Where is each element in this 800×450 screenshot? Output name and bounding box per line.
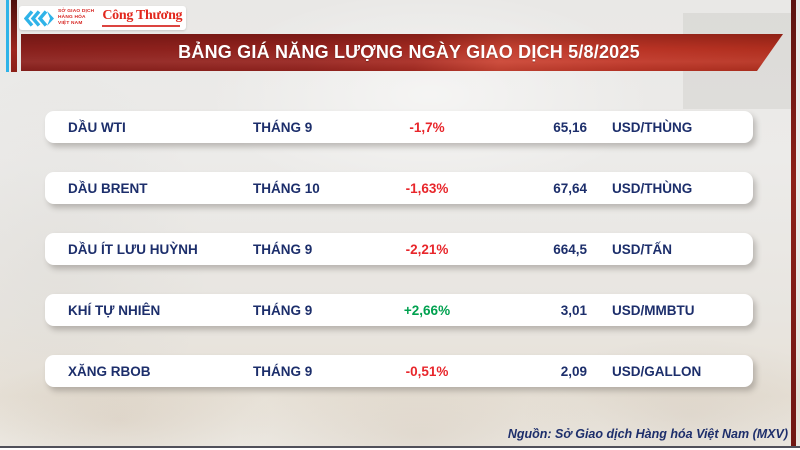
commodity-name: DẦU WTI [68,119,126,135]
mxv-chevrons-icon [24,9,54,27]
source-credit: Nguồn: Sở Giao dịch Hàng hóa Việt Nam (M… [507,427,788,441]
table-row: DẦU BRENT THÁNG 10 -1,63% 67,64 USD/THÙN… [45,172,753,204]
commodity-name: DẦU ÍT LƯU HUỲNH [68,241,198,257]
left-cyan-stripe [6,0,9,72]
price-value: 664,5 [553,241,587,257]
bottom-rule [0,446,800,448]
page-title: BẢNG GIÁ NĂNG LƯỢNG NGÀY GIAO DỊCH 5/8/2… [178,42,640,62]
congthuong-logo: Công Thương [102,8,183,27]
table-row: DẦU ÍT LƯU HUỲNH THÁNG 9 -2,21% 664,5 US… [45,233,753,265]
price-unit: USD/THÙNG [612,180,693,196]
table-row: DẦU WTI THÁNG 9 -1,7% 65,16 USD/THÙNG [45,111,753,143]
percent-change: -2,21% [405,241,449,257]
price-unit: USD/GALLON [612,363,702,379]
mxv-logo-text: SỞ GIAO DỊCH HÀNG HÓA VIỆT NAM [58,9,94,27]
contract-month: THÁNG 9 [253,302,313,318]
percent-change: -0,51% [405,363,449,379]
mxv-logo-line: HÀNG HÓA [58,15,86,20]
contract-month: THÁNG 9 [253,363,313,379]
table-row: KHÍ TỰ NHIÊN THÁNG 9 +2,66% 3,01 USD/MMB… [45,294,753,326]
price-unit: USD/MMBTU [612,302,695,318]
commodity-name: KHÍ TỰ NHIÊN [68,302,161,318]
price-unit: USD/THÙNG [612,119,693,135]
price-value: 67,64 [553,180,587,196]
price-value: 65,16 [553,119,587,135]
percent-change: -1,7% [409,119,445,135]
percent-change: +2,66% [403,302,451,318]
right-maroon-stripe [791,0,796,450]
price-unit: USD/TẤN [612,241,672,257]
table-row: XĂNG RBOB THÁNG 9 -0,51% 2,09 USD/GALLON [45,355,753,387]
logo-plate: SỞ GIAO DỊCH HÀNG HÓA VIỆT NAM Công Thươ… [19,6,186,30]
contract-month: THÁNG 10 [253,180,320,196]
mxv-logo-line: SỞ GIAO DỊCH [58,9,95,15]
price-value: 2,09 [560,363,587,379]
congthuong-tagline-bar [102,24,181,27]
price-value: 3,01 [560,302,587,318]
bottom-white-strip [0,448,800,450]
title-banner: BẢNG GIÁ NĂNG LƯỢNG NGÀY GIAO DỊCH 5/8/2… [21,34,783,71]
contract-month: THÁNG 9 [253,119,313,135]
left-maroon-stripe [11,0,17,72]
mxv-logo-line: VIỆT NAM [58,20,83,26]
commodity-name: XĂNG RBOB [68,363,151,379]
percent-change: -1,63% [405,180,449,196]
contract-month: THÁNG 9 [253,241,313,257]
price-table: DẦU WTI THÁNG 9 -1,7% 65,16 USD/THÙNG DẦ… [45,111,753,387]
commodity-name: DẦU BRENT [68,180,148,196]
congthuong-wordmark: Công Thương [102,8,183,23]
